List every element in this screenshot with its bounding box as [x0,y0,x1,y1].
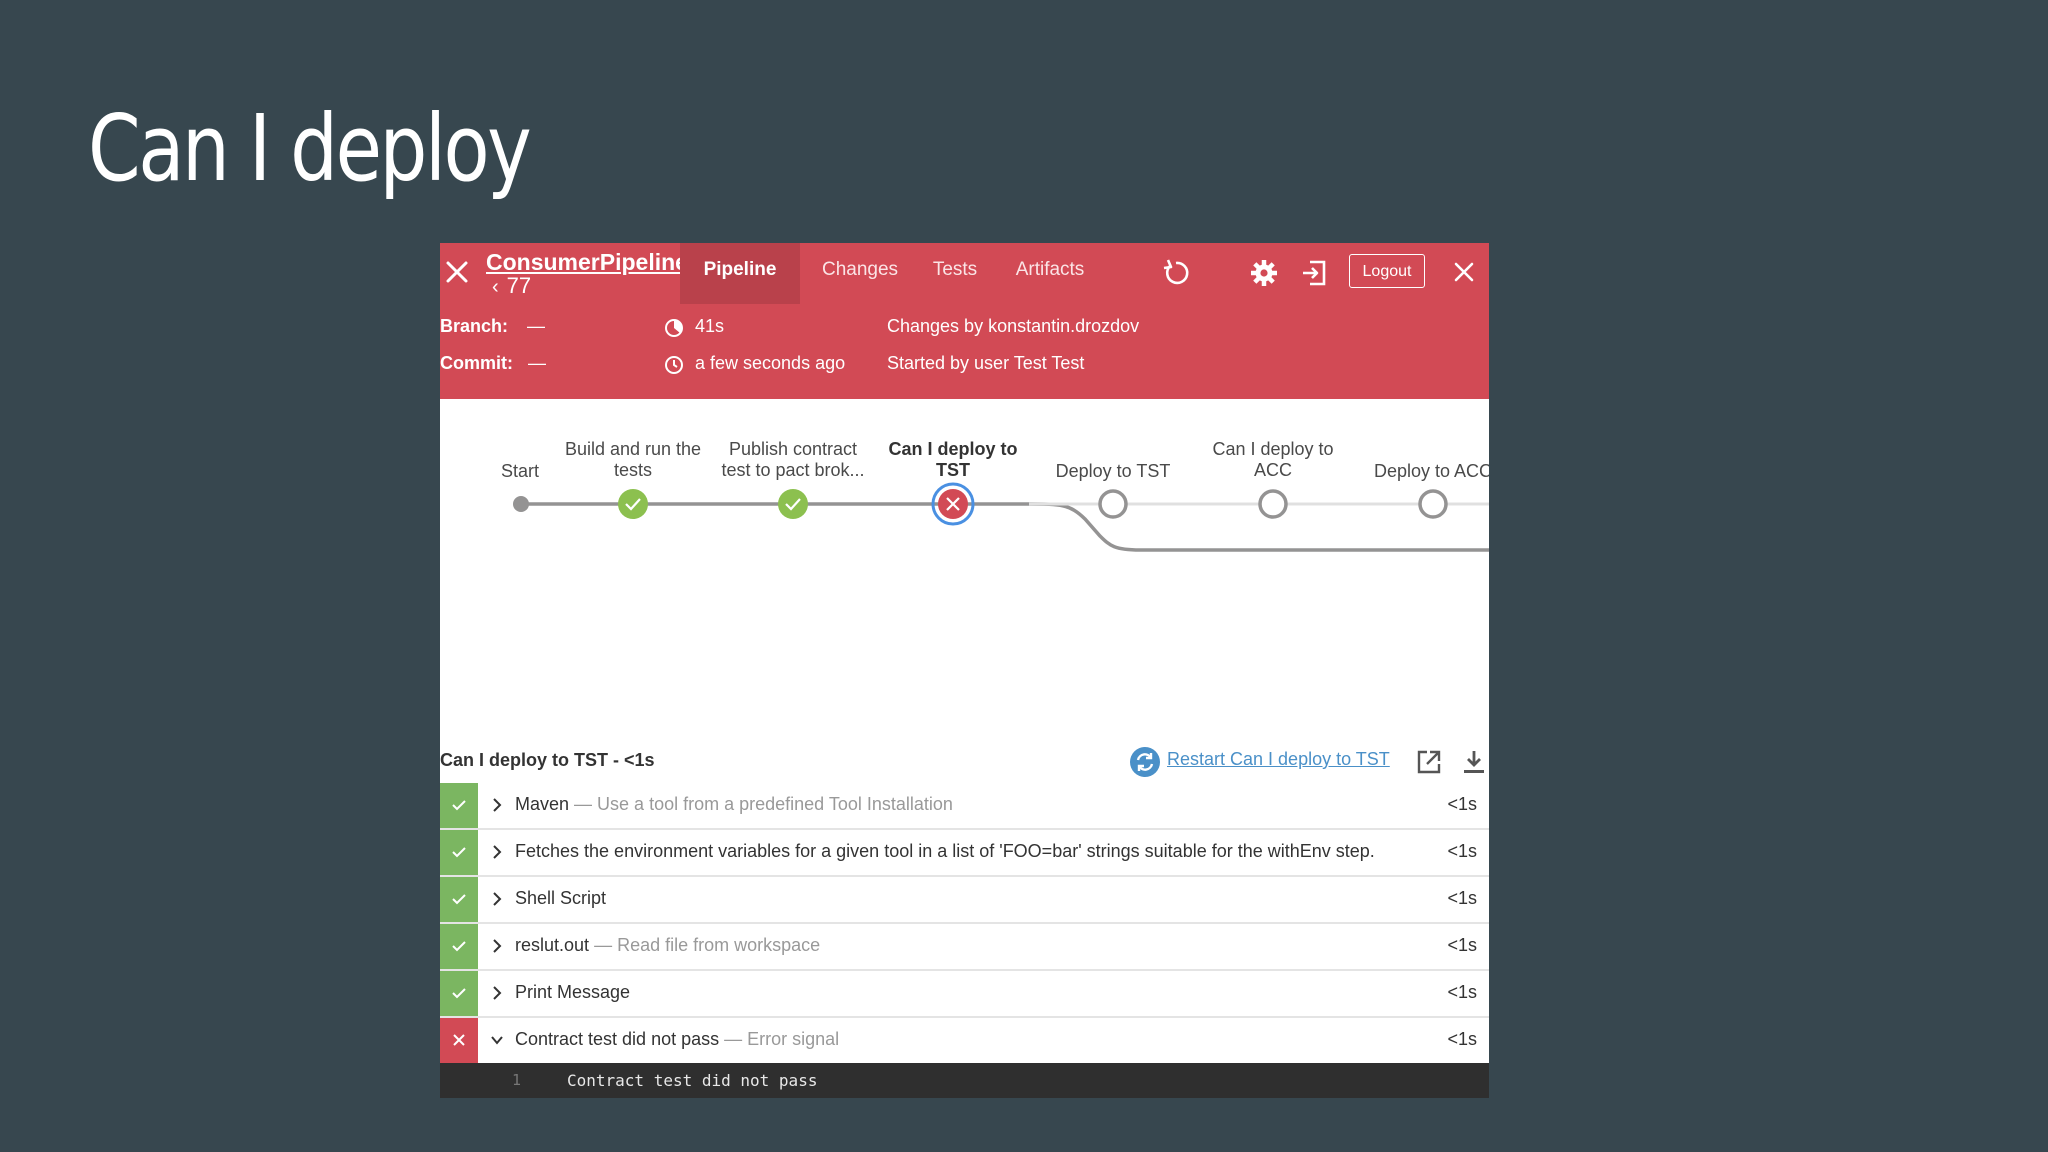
chevron-down-icon[interactable] [490,1030,504,1050]
console-line-text: Contract test did not pass [567,1071,818,1090]
commit-row: Commit: — [440,353,546,374]
stage-label-can-i-deploy-acc: Can I deploy to ACC [1212,439,1334,480]
stage-node-build [618,489,648,519]
stage-label-start: Start [500,461,539,481]
run-number[interactable]: ‹ 77 [492,273,531,299]
gear-icon[interactable] [1248,257,1280,289]
stage-label-publish: Publish contract test to pact brok... [721,439,865,480]
branch-value: — [527,316,546,336]
pipeline-graph-canvas [513,482,1489,552]
restart-stage-link[interactable]: Restart Can I deploy to TST [1167,749,1390,769]
chevron-right-icon[interactable] [490,842,504,862]
stage-node-can-i-deploy-tst [931,482,975,526]
step-title: Contract test did not pass [515,1029,720,1049]
step-name: Fetches the environment variables for a … [515,841,1375,862]
step-name: reslut.out — Read file from workspace [515,935,820,956]
step-description: — Error signal [724,1029,840,1049]
chevron-right-icon[interactable] [490,936,504,956]
step-name: Print Message [515,982,630,1003]
restart-icon[interactable] [1129,746,1161,778]
stage-label-build: Build and run the tests [564,439,702,480]
open-external-icon[interactable] [1415,748,1443,776]
tab-changes[interactable]: Changes [821,259,899,280]
tab-artifacts[interactable]: Artifacts [1015,259,1085,280]
step-list: Maven — Use a tool from a predefined Too… [440,783,1489,1065]
duration-value: 41s [695,316,725,336]
step-duration: <1s [1447,935,1477,955]
success-status [440,971,478,1016]
jenkins-window: ConsumerPipeline ‹ 77 Pipeline Changes Te… [440,243,1489,1098]
changes-by: Changes by konstantin.drozdov [887,316,1140,336]
step-duration: <1s [1447,982,1477,1002]
step-description: — Use a tool from a predefined Tool Inst… [574,794,953,814]
stage-node-publish [778,489,808,519]
run-number-value: 77 [506,273,532,298]
step-duration: <1s [1447,794,1477,814]
duration-icon [664,318,684,338]
success-status [440,877,478,922]
stage-node-can-i-deploy-acc [1258,489,1288,519]
step-title: Print Message [515,982,631,1002]
download-icon[interactable] [1460,748,1488,776]
chevron-left-icon: ‹ [492,276,499,298]
stage-label-can-i-deploy-tst: Can I deploy to TST [888,439,1018,480]
step-name: Maven — Use a tool from a predefined Too… [515,794,953,815]
success-status [440,924,478,969]
chevron-right-icon[interactable] [490,889,504,909]
branch-label: Branch: [440,316,509,336]
step-panel-title: Can I deploy to TST - <1s [440,750,655,770]
success-status [440,783,478,828]
failed-status [440,1018,478,1063]
stage-node-deploy-acc [1418,489,1448,519]
slide-title: Can I deploy [88,95,532,202]
console-output: 1 Contract test did not pass [440,1063,1489,1098]
tab-pipeline[interactable]: Pipeline [680,243,800,304]
exit-to-classic-icon[interactable] [1298,257,1330,289]
step-row-reslut-out[interactable]: reslut.out — Read file from workspace <1… [440,924,1489,971]
step-row-maven[interactable]: Maven — Use a tool from a predefined Too… [440,783,1489,830]
rerun-icon[interactable] [1160,257,1192,289]
step-title: reslut.out [515,935,590,955]
step-name: Contract test did not pass — Error signa… [515,1029,839,1050]
stage-label-deploy-tst: Deploy to TST [1055,461,1171,481]
started-ago: a few seconds ago [695,353,846,373]
branch-row: Branch: — [440,316,545,337]
console-line-number: 1 [512,1071,522,1089]
started-by: Started by user Test Test [887,353,1085,373]
step-duration: <1s [1447,888,1477,908]
step-duration: <1s [1447,841,1477,861]
commit-label: Commit: [440,353,513,373]
step-row-print-message[interactable]: Print Message <1s [440,971,1489,1018]
step-duration: <1s [1447,1029,1477,1049]
top-bar: ConsumerPipeline ‹ 77 Pipeline Changes Te… [440,243,1489,304]
step-title: Maven [515,794,570,814]
stage-node-deploy-tst [1098,489,1128,519]
chevron-right-icon[interactable] [490,983,504,1003]
clock-icon [664,355,684,375]
step-title: Shell Script [515,888,607,908]
step-description: — Read file from workspace [594,935,821,955]
run-header: Branch: — Commit: — 41s a few seconds ag… [440,304,1489,399]
logout-button[interactable]: Logout [1349,254,1425,288]
pipeline-graph: Start Build and run the tests Publish co… [440,399,1489,792]
commit-value: — [528,353,547,373]
close-icon[interactable] [1449,257,1479,287]
stage-label-deploy-acc: Deploy to ACC [1373,461,1489,481]
close-icon[interactable] [442,257,472,287]
pipeline-name-link[interactable]: ConsumerPipeline [486,249,688,275]
step-title: Fetches the environment variables for a … [515,841,1375,861]
tab-tests[interactable]: Tests [932,259,978,280]
step-row-shell-script[interactable]: Shell Script <1s [440,877,1489,924]
success-status [440,830,478,875]
step-row-contract-test-failed[interactable]: Contract test did not pass — Error signa… [440,1018,1489,1065]
step-name: Shell Script [515,888,606,909]
step-row-env-vars[interactable]: Fetches the environment variables for a … [440,830,1489,877]
chevron-right-icon[interactable] [490,795,504,815]
stage-node-start [513,496,529,512]
